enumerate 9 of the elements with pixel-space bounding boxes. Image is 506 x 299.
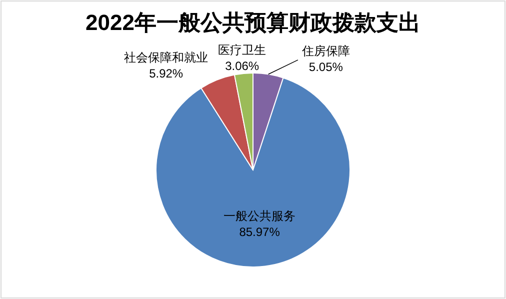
data-label: 5.92% <box>149 66 184 81</box>
slice-label: 住房保障 <box>300 44 350 58</box>
slice-label: 社会保障和就业 <box>124 50 208 65</box>
data-label: 3.06% <box>225 59 260 74</box>
data-label: 85.97% <box>239 224 280 239</box>
data-label: 5.05% <box>308 60 344 74</box>
chart-title: 2022年一般公共预算财政拨款支出 <box>86 10 420 35</box>
slice-label: 医疗卫生 <box>218 43 266 58</box>
slice-label: 一般公共服务 <box>224 208 296 223</box>
